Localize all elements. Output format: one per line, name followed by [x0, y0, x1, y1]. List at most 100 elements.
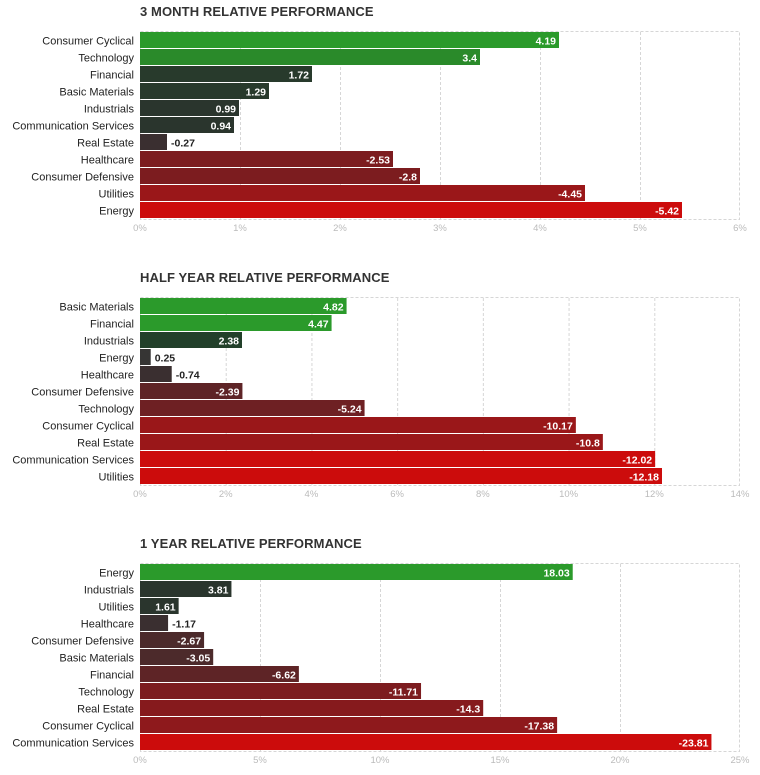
x-tick-label: 6% — [733, 223, 747, 234]
value-label: 1.29 — [246, 87, 267, 99]
x-tick-label: 1% — [233, 223, 247, 234]
x-tick-label: 10% — [559, 489, 579, 500]
category-label: Energy — [99, 568, 134, 580]
value-label: -5.24 — [338, 404, 362, 416]
category-label: Utilities — [99, 472, 135, 484]
x-tick-label: 6% — [390, 489, 404, 500]
bar — [140, 134, 167, 150]
bar — [140, 598, 179, 614]
value-label: -0.74 — [176, 370, 200, 382]
category-label: Financial — [90, 319, 134, 331]
category-label: Real Estate — [77, 138, 134, 150]
value-label: -10.17 — [543, 421, 573, 433]
x-tick-label: 10% — [370, 755, 390, 766]
x-tick-label: 0% — [133, 755, 147, 766]
bar — [140, 332, 242, 348]
bar — [140, 32, 559, 48]
value-label: -14.3 — [456, 704, 480, 716]
bar — [140, 683, 422, 699]
value-label: 3.81 — [208, 585, 229, 597]
bar — [140, 151, 393, 167]
bar — [140, 434, 603, 450]
bar-chart-3-month: 0% 1% 2% 3% 4% 5% 6% Consumer Cyclical 4.19 Techn… — [12, 31, 747, 234]
value-label: -2.67 — [177, 636, 201, 648]
bar — [140, 400, 365, 416]
bar — [140, 451, 656, 467]
value-label: -6.62 — [272, 670, 296, 682]
x-tick-label: 14% — [730, 489, 750, 500]
x-tick-label: 5% — [633, 223, 647, 234]
category-label: Consumer Defensive — [31, 387, 134, 399]
value-label: -2.39 — [215, 387, 239, 399]
value-label: -2.8 — [399, 172, 417, 184]
bar — [140, 49, 480, 65]
bar — [140, 717, 558, 733]
x-tick-label: 3% — [433, 223, 447, 234]
chart-panel-1-year: 1 YEAR RELATIVE PERFORMANCE 0% 5% 10% 15% 20… — [0, 536, 760, 775]
category-label: Consumer Cyclical — [42, 721, 134, 733]
x-tick-label: 2% — [333, 223, 347, 234]
bar — [140, 117, 234, 133]
category-label: Consumer Cyclical — [42, 421, 134, 433]
category-label: Real Estate — [77, 704, 134, 716]
value-label: 18.03 — [543, 568, 569, 580]
chart-title-1-year: 1 YEAR RELATIVE PERFORMANCE — [140, 536, 362, 551]
value-label: -23.81 — [679, 738, 709, 750]
value-label: 2.38 — [219, 336, 240, 348]
chart-panel-3-month: 3 MONTH RELATIVE PERFORMANCE 0% 1% 2% 3% 4% 5… — [0, 4, 760, 244]
category-label: Energy — [99, 206, 134, 218]
bar — [140, 581, 232, 597]
category-label: Consumer Cyclical — [42, 36, 134, 48]
bar — [140, 202, 682, 218]
category-label: Communication Services — [12, 121, 134, 133]
value-label: 4.47 — [308, 319, 329, 331]
bar — [140, 83, 269, 99]
x-tick-label: 5% — [253, 755, 267, 766]
category-label: Healthcare — [81, 370, 134, 382]
category-label: Technology — [78, 53, 134, 65]
chart-title-half-year: HALF YEAR RELATIVE PERFORMANCE — [140, 270, 390, 285]
chart-panel-half-year: HALF YEAR RELATIVE PERFORMANCE 0% 2% 4% 6% 8… — [0, 270, 760, 510]
bar — [140, 700, 484, 716]
bar — [140, 632, 205, 648]
bar — [140, 417, 576, 433]
bar — [140, 649, 214, 665]
value-label: -0.27 — [171, 138, 195, 150]
category-label: Consumer Defensive — [31, 172, 134, 184]
value-label: -4.45 — [558, 189, 582, 201]
category-label: Healthcare — [81, 155, 134, 167]
category-label: Communication Services — [12, 738, 134, 750]
bar — [140, 315, 332, 331]
value-label: -11.71 — [389, 687, 418, 699]
x-tick-label: 4% — [305, 489, 319, 500]
category-label: Technology — [78, 687, 134, 699]
x-tick-label: 0% — [133, 489, 147, 500]
value-label: -12.18 — [629, 472, 659, 484]
bar-chart-half-year: 0% 2% 4% 6% 8% 10% 12% 14% Basic Materials 4.82 Fi… — [12, 297, 750, 500]
value-label: 0.94 — [211, 121, 232, 133]
category-label: Utilities — [99, 602, 135, 614]
value-label: -2.53 — [366, 155, 390, 167]
x-tick-label: 8% — [476, 489, 490, 500]
category-label: Communication Services — [12, 455, 134, 467]
x-tick-label: 20% — [610, 755, 630, 766]
value-label: 4.19 — [536, 36, 557, 48]
value-label: 4.82 — [323, 302, 344, 314]
x-tick-label: 2% — [219, 489, 233, 500]
bar — [140, 66, 312, 82]
value-label: 1.61 — [155, 602, 176, 614]
value-label: -5.42 — [655, 206, 679, 218]
value-label: 1.72 — [289, 70, 310, 82]
x-tick-label: 12% — [645, 489, 665, 500]
category-label: Basic Materials — [59, 87, 134, 99]
category-label: Real Estate — [77, 438, 134, 450]
bar — [140, 564, 573, 580]
value-label: -12.02 — [622, 455, 652, 467]
value-label: 0.25 — [155, 353, 176, 365]
bar — [140, 298, 347, 314]
chart-title-3-month: 3 MONTH RELATIVE PERFORMANCE — [140, 4, 374, 19]
category-label: Basic Materials — [59, 653, 134, 665]
value-label: 3.4 — [462, 53, 477, 65]
category-label: Utilities — [99, 189, 135, 201]
category-label: Technology — [78, 404, 134, 416]
